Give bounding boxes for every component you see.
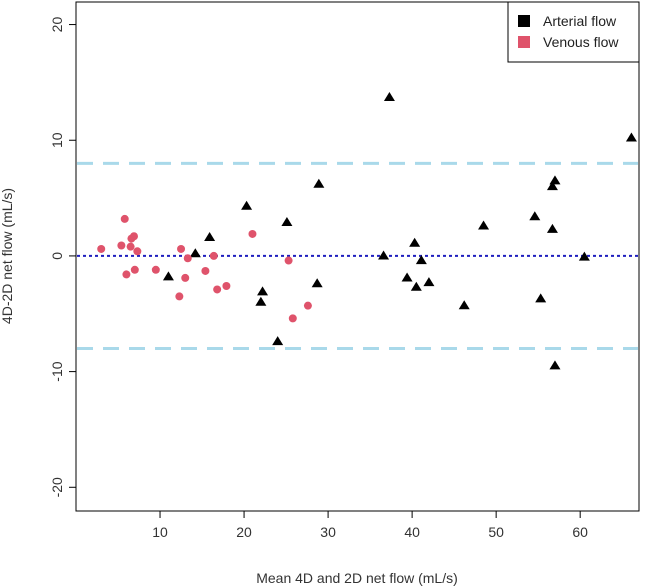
- venous-point: [201, 266, 210, 275]
- arterial-point: [549, 175, 561, 185]
- venous-point: [97, 244, 106, 253]
- x-tick-label: 60: [572, 524, 588, 540]
- x-axis-title: Mean 4D and 2D net flow (mL/s): [256, 570, 458, 586]
- x-axis-ticks: 10 20 30 40 50 60: [152, 511, 588, 540]
- venous-point: [222, 281, 231, 290]
- venous-point: [117, 241, 126, 250]
- venous-point: [303, 301, 312, 310]
- arterial-point: [458, 300, 470, 310]
- y-tick-label: 10: [49, 132, 65, 148]
- arterial-point: [281, 216, 293, 226]
- plot-frame: [75, 1, 640, 512]
- venous-point: [209, 251, 218, 260]
- arterial-point: [401, 272, 413, 282]
- x-tick-label: 20: [236, 524, 252, 540]
- data-points: [97, 92, 637, 370]
- arterial-point: [578, 251, 590, 261]
- reference-lines: [77, 161, 638, 350]
- arterial-point: [409, 237, 421, 247]
- venous-point: [177, 244, 186, 253]
- venous-point: [213, 285, 222, 294]
- legend-swatch-arterial: [518, 15, 530, 27]
- arterial-point: [311, 278, 323, 288]
- x-tick-label: 50: [488, 524, 504, 540]
- venous-point: [288, 314, 297, 323]
- venous-point: [175, 292, 184, 301]
- arterial-point: [257, 286, 269, 296]
- y-axis-ticks: -20 -10 0 10 20: [49, 17, 76, 497]
- venous-point: [284, 256, 293, 265]
- venous-point: [120, 214, 129, 223]
- venous-point: [151, 265, 160, 274]
- x-tick-label: 30: [320, 524, 336, 540]
- legend-label-arterial: Arterial flow: [543, 13, 617, 29]
- arterial-point: [378, 250, 390, 260]
- arterial-point: [383, 92, 395, 102]
- arterial-point: [255, 296, 267, 306]
- legend: Arterial flow Venous flow: [507, 1, 640, 63]
- venous-point: [181, 273, 190, 282]
- legend-label-venous: Venous flow: [543, 34, 619, 50]
- arterial-point: [625, 132, 637, 142]
- x-tick-label: 40: [404, 524, 420, 540]
- arterial-point: [272, 336, 284, 346]
- y-tick-label: -10: [49, 361, 65, 381]
- x-tick-label: 10: [152, 524, 168, 540]
- arterial-point: [535, 293, 547, 303]
- arterial-point: [423, 277, 435, 287]
- arterial-point: [529, 211, 541, 221]
- arterial-point: [546, 181, 558, 191]
- y-tick-label: 20: [49, 17, 65, 33]
- arterial-point: [162, 271, 174, 281]
- y-axis-title: 4D-2D net flow (mL/s): [0, 188, 15, 324]
- venous-point: [130, 265, 139, 274]
- arterial-point: [313, 178, 325, 188]
- arterial-point: [241, 200, 253, 210]
- arterial-point: [204, 232, 216, 242]
- venous-point: [183, 254, 192, 263]
- arterial-point: [189, 248, 201, 258]
- venous-point: [133, 247, 142, 256]
- y-tick-label: 0: [49, 252, 65, 260]
- legend-swatch-venous: [518, 36, 530, 48]
- venous-point: [122, 270, 131, 279]
- arterial-point: [415, 255, 427, 265]
- arterial-point: [546, 223, 558, 233]
- arterial-point: [478, 220, 490, 230]
- arterial-point: [410, 281, 422, 291]
- legend-box: [507, 1, 640, 63]
- y-tick-label: -20: [49, 477, 65, 497]
- arterial-point: [549, 360, 561, 370]
- venous-point: [126, 242, 135, 251]
- venous-point: [248, 229, 257, 238]
- venous-point: [129, 232, 138, 241]
